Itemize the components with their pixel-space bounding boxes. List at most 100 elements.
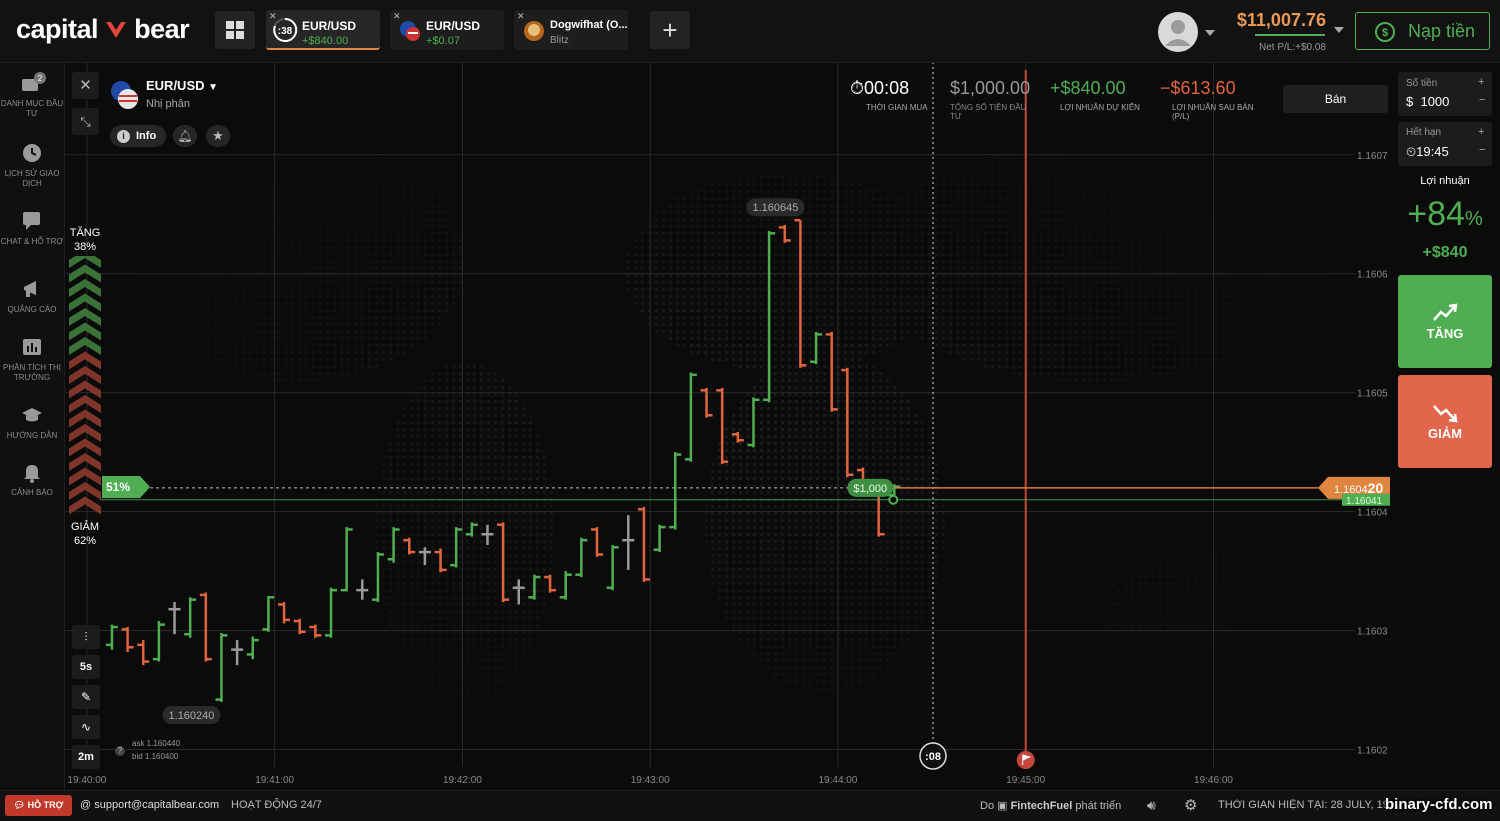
sentiment-bar: [69, 256, 101, 515]
sentiment-up-chevron: [69, 264, 101, 283]
entry-tag-label: 1.16041: [1346, 496, 1383, 507]
timer-label: THỜI GIAN MUA: [866, 103, 928, 112]
minus-button[interactable]: −: [1479, 94, 1486, 106]
asset-tab[interactable]: ✕ EUR/USD +$0.07: [390, 10, 504, 50]
sidebar-item[interactable]: CẢNH BÁO: [0, 460, 64, 498]
chat-icon: [23, 212, 40, 230]
watermark: binary-cfd.com: [1385, 796, 1493, 813]
sentiment-tag: 51%: [102, 476, 150, 498]
balance[interactable]: $11,007.76: [1236, 10, 1326, 30]
profit-amount: +$840: [1422, 244, 1468, 261]
sell-button[interactable]: Bán: [1283, 85, 1388, 113]
sentiment-up-chevron: [69, 293, 101, 312]
stake-marker: $1,000: [847, 478, 899, 505]
credit-brand: FintechFuel: [1010, 800, 1073, 812]
asset-tab[interactable]: ✕ :38 EUR/USD +$840.00: [266, 10, 380, 50]
down-button[interactable]: GIẢM: [1398, 375, 1492, 468]
sentiment-label: TĂNG: [69, 227, 101, 239]
header: capital bear ✕ :38 EUR/USD +$840.00 ✕ EU…: [0, 0, 1500, 63]
dropdown-arrow[interactable]: [1333, 26, 1345, 34]
element: $: [1382, 27, 1388, 39]
sentiment-value: 38%: [73, 241, 97, 253]
deposit-button[interactable]: $ Nạp tiền: [1355, 12, 1490, 50]
sentiment-down-chevron: [69, 424, 101, 442]
sentiment-down-chevron: [69, 482, 101, 500]
entry-tag: [1342, 493, 1390, 506]
info-button[interactable]: i Info: [110, 125, 166, 147]
expiry-input[interactable]: ⏲19:45: [1406, 144, 1449, 159]
y-tick-label: 1.1603: [1357, 627, 1388, 638]
y-tick-label: 1.1605: [1357, 389, 1388, 400]
portfolio-icon: 2: [22, 72, 46, 91]
close-chart-button[interactable]: ✕: [72, 72, 99, 99]
deposit-label: Nạp tiền: [1408, 21, 1476, 41]
sidebar-item[interactable]: PHÂN TÍCH THỊ TRƯỜNG: [0, 335, 64, 383]
range-button[interactable]: 2m: [72, 745, 100, 769]
x-tick-label: 19:42:00: [443, 775, 482, 786]
price-tag-text: 1.160420: [1334, 480, 1383, 496]
extreme-label: 1.160645: [752, 202, 798, 214]
timeframe-button[interactable]: 5s: [72, 655, 100, 679]
coin-icon: [524, 21, 544, 41]
stake-pill: [847, 478, 894, 497]
ask-price: ask 1.160440: [132, 739, 181, 748]
x-tick-label: 19:43:00: [631, 775, 670, 786]
price-chart: 1.1602 1.1603 1.1604 1.1605 1.1606 1.1607 19:4…: [65, 62, 1395, 790]
sentiment-down-chevron: [69, 496, 101, 515]
help-button[interactable]: 💬︎ HỖ TRỢ: [5, 795, 72, 816]
sidebar-label: CẢNH BÁO: [11, 488, 53, 497]
x-tick-label: 19:45:00: [1006, 775, 1045, 786]
chart-type-button[interactable]: ⫶: [72, 625, 100, 649]
flag-icon: [1022, 754, 1032, 765]
support-email[interactable]: @ support@capitalbear.com: [80, 799, 220, 811]
amount-input[interactable]: $ 1000: [1406, 94, 1449, 109]
avatar[interactable]: [1158, 12, 1218, 52]
close-icon[interactable]: ✕: [269, 11, 277, 21]
close-icon[interactable]: ✕: [517, 11, 525, 21]
sentiment-down-chevron: [69, 467, 101, 486]
indicator-button[interactable]: ∿: [72, 715, 100, 739]
sidebar-item[interactable]: QUẢNG CÁO: [0, 277, 64, 315]
sidebar-item[interactable]: LỊCH SỬ GIAO DỊCH: [0, 141, 64, 189]
sidebar-label: PHÂN TÍCH THỊ TRƯỜNG: [3, 363, 61, 382]
draw-button[interactable]: ✎: [72, 685, 100, 709]
pair-flag: [111, 81, 138, 109]
tab-profit: +$0.07: [426, 35, 460, 47]
tab-profit: +$840.00: [302, 35, 349, 47]
help-icon[interactable]: ?: [115, 746, 125, 756]
price-tag-main: 1.1604: [1334, 484, 1368, 496]
up-button[interactable]: TĂNG: [1398, 275, 1492, 368]
close-icon[interactable]: ✕: [393, 11, 401, 21]
settings-button[interactable]: ⚙: [1184, 797, 1198, 814]
y-tick-label: 1.1602: [1357, 746, 1388, 757]
collapse-button[interactable]: ⤡: [72, 108, 99, 135]
minus-button[interactable]: −: [1479, 144, 1486, 156]
x-tick-label: 19:44:00: [818, 775, 857, 786]
sound-button[interactable]: 🔊︎: [1147, 797, 1156, 813]
footer: 💬︎ HỖ TRỢ @ support@capitalbear.com HOẠT…: [0, 790, 1500, 821]
add-tab-button[interactable]: +: [650, 11, 690, 49]
plus-button[interactable]: +: [1478, 126, 1485, 138]
up-icon: [1433, 303, 1458, 321]
sidebar-item[interactable]: 2 DANH MỤC ĐẦU TƯ: [0, 71, 64, 119]
sidebar-item[interactable]: HƯỚNG DẪN: [0, 403, 64, 441]
layout-button[interactable]: [215, 11, 255, 49]
up-label: TĂNG: [1426, 326, 1464, 341]
amount-label: Số tiền: [1406, 78, 1438, 89]
sidebar-item[interactable]: CHAT & HỖ TRỢ: [0, 209, 64, 247]
info-label: Info: [136, 130, 157, 142]
expiry-label: Hết hạn: [1406, 127, 1442, 138]
asset-tab[interactable]: ✕ Dogwifhat (O... Blitz: [514, 10, 628, 50]
bid-price: bid 1.160400: [132, 752, 179, 761]
pair-selector[interactable]: EUR/USD ▼: [146, 78, 218, 93]
tab-pair: EUR/USD: [426, 19, 481, 33]
grid-icon: [226, 21, 244, 39]
alert-button[interactable]: 🔔︎: [173, 125, 197, 147]
sentiment-down-chevron: [69, 438, 101, 457]
sentiment-down-chevron: [69, 380, 101, 399]
dropdown-arrow: ▼: [208, 82, 219, 93]
logo[interactable]: capital bear: [16, 14, 190, 45]
favorite-button[interactable]: ★: [206, 125, 230, 147]
plus-button[interactable]: +: [1478, 76, 1485, 88]
